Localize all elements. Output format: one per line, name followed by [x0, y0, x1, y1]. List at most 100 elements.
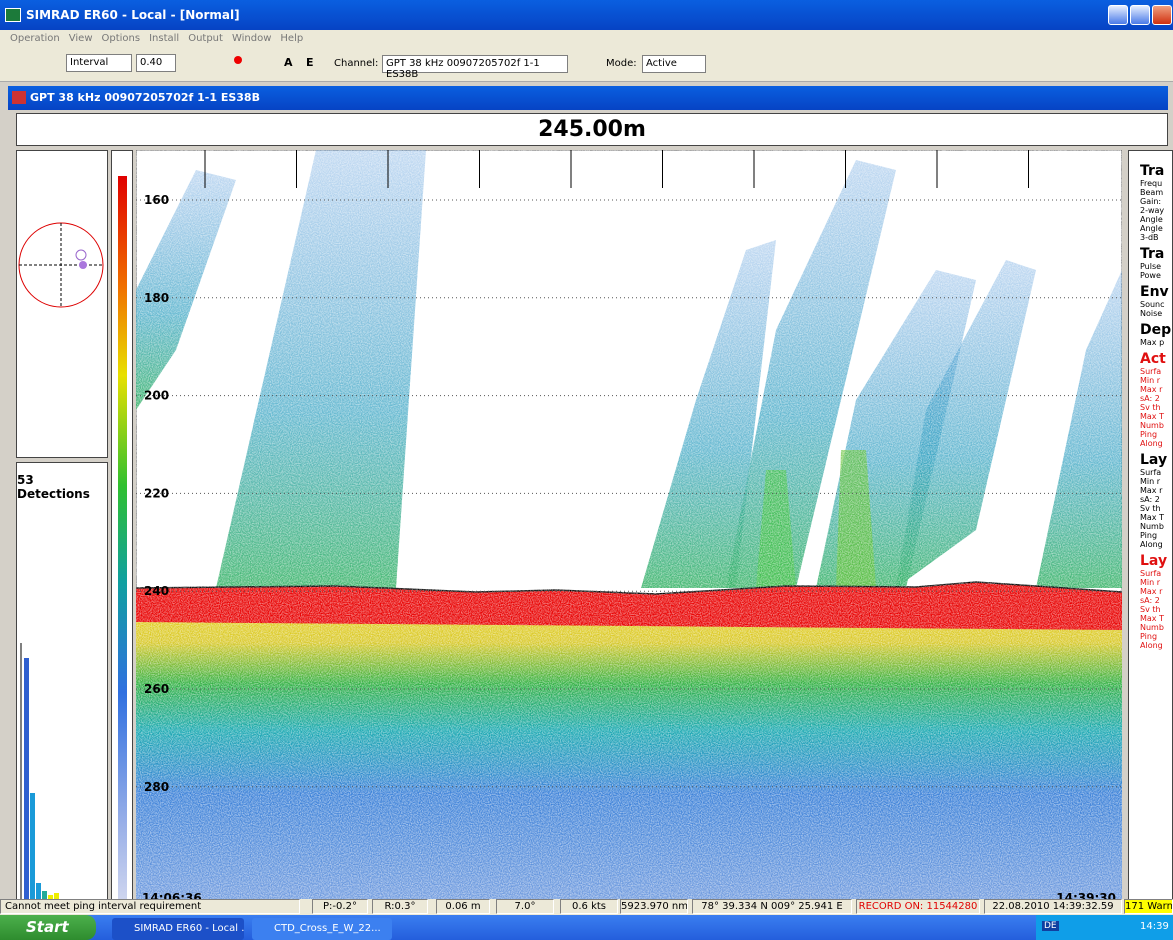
close-button[interactable] — [1152, 5, 1172, 25]
color-bar — [118, 176, 127, 914]
mode-label: Mode: — [606, 58, 637, 69]
status-field: RECORD ON: 11544280 — [856, 899, 980, 914]
info-line: sA: 2 — [1140, 596, 1172, 605]
app-icon — [5, 8, 21, 22]
status-field: Cannot meet ping interval requirement — [0, 899, 300, 914]
detections-panel: 53 Detections — [16, 462, 108, 916]
info-line: Numb — [1140, 522, 1172, 531]
clock: 14:39 — [1140, 921, 1169, 932]
status-field: 22.08.2010 14:39:32.59 — [984, 899, 1122, 914]
range-header: 245.00m — [16, 113, 1168, 146]
info-line: Max T — [1140, 513, 1172, 522]
info-line: Max r — [1140, 486, 1172, 495]
language-indicator[interactable]: DE — [1042, 921, 1059, 931]
menu-item[interactable]: Install — [149, 33, 179, 44]
system-tray: DE 14:39 — [1036, 915, 1173, 940]
info-line: Ping — [1140, 430, 1172, 439]
record-icon[interactable] — [234, 56, 242, 64]
info-line: Surfa — [1140, 468, 1172, 477]
info-line: Numb — [1140, 623, 1172, 632]
taskbar: Start SIMRAD ER60 - Local ... CTD_Cross_E… — [0, 915, 1173, 940]
menu-item[interactable]: Operation — [10, 33, 60, 44]
section-heading: Lay — [1140, 452, 1172, 468]
section-heading: Lay — [1140, 553, 1172, 569]
status-bar: Cannot meet ping interval requirement P:-… — [0, 899, 1173, 915]
section-heading: Tra — [1140, 163, 1172, 179]
menu-item[interactable]: Options — [102, 33, 141, 44]
depth-label: 240 — [144, 584, 169, 598]
depth-label: 260 — [144, 682, 169, 696]
title-bar: SIMRAD ER60 - Local - [Normal] — [0, 0, 1173, 30]
status-field: 78° 39.334 N 009° 25.941 E — [692, 899, 852, 914]
channel-label: Channel: — [334, 58, 378, 69]
status-field: P:-0.2° — [312, 899, 368, 914]
window-title: SIMRAD ER60 - Local - [Normal] — [26, 8, 240, 22]
info-line: Angle — [1140, 224, 1172, 233]
depth-label: 200 — [144, 389, 169, 403]
noise — [136, 150, 1122, 918]
info-line: Ping — [1140, 531, 1172, 540]
info-line: Powe — [1140, 271, 1172, 280]
mode-select[interactable]: Active — [642, 55, 706, 73]
menu-item[interactable]: View — [69, 33, 93, 44]
section-heading: Tra — [1140, 246, 1172, 262]
channel-select[interactable]: GPT 38 kHz 00907205702f 1-1 ES38B — [382, 55, 568, 73]
info-line: Min r — [1140, 477, 1172, 486]
color-scale — [111, 150, 133, 918]
info-line: Min r — [1140, 578, 1172, 587]
minimize-button[interactable] — [1108, 5, 1128, 25]
status-field: 7.0° — [496, 899, 554, 914]
detections-histogram — [17, 643, 107, 915]
info-line: Surfa — [1140, 367, 1172, 376]
status-field: 0.6 kts — [560, 899, 618, 914]
button-a[interactable]: A — [284, 56, 293, 69]
maximize-button[interactable] — [1130, 5, 1150, 25]
info-line: Max r — [1140, 385, 1172, 394]
start-button[interactable]: Start — [0, 915, 96, 940]
info-line: 2-way — [1140, 206, 1172, 215]
status-field: 171 Warnings — [1124, 899, 1173, 914]
info-line: Min r — [1140, 376, 1172, 385]
info-line: sA: 2 — [1140, 394, 1172, 403]
info-line: Max r — [1140, 587, 1172, 596]
child-icon — [12, 91, 26, 104]
menu-item[interactable]: Output — [188, 33, 223, 44]
info-line: Gain: — [1140, 197, 1172, 206]
section-heading: Act — [1140, 351, 1172, 367]
info-line: Sounc — [1140, 300, 1172, 309]
info-line: Max T — [1140, 412, 1172, 421]
button-e[interactable]: E — [306, 56, 314, 69]
info-line: Frequ — [1140, 179, 1172, 188]
info-line: Pulse — [1140, 262, 1172, 271]
depth-label: 280 — [144, 780, 169, 794]
info-line: Noise — [1140, 309, 1172, 318]
task-button[interactable]: SIMRAD ER60 - Local ... — [112, 918, 244, 940]
menu-item[interactable]: Window — [232, 33, 271, 44]
info-line: Beam — [1140, 188, 1172, 197]
depth-label: 160 — [144, 193, 169, 207]
interval-input[interactable]: 0.40 — [136, 54, 176, 72]
menu-bar: Operation View Options Install Output Window H… — [0, 30, 1173, 48]
depth-label: 220 — [144, 486, 169, 500]
info-line: Along — [1140, 540, 1172, 549]
task-button[interactable]: CTD_Cross_E_W_22... — [252, 918, 392, 940]
info-line: Ping — [1140, 632, 1172, 641]
info-line: Max p — [1140, 338, 1172, 347]
section-heading: Dep — [1140, 322, 1172, 338]
screen: SIMRAD ER60 - Local - [Normal] Operation… — [0, 0, 1173, 940]
target — [76, 250, 86, 260]
section-heading: Env — [1140, 284, 1172, 300]
info-line: 3-dB — [1140, 233, 1172, 242]
menu-item[interactable]: Help — [280, 33, 303, 44]
info-line: Along — [1140, 439, 1172, 448]
info-line: Sv th — [1140, 403, 1172, 412]
child-window-title: GPT 38 kHz 00907205702f 1-1 ES38B — [30, 91, 260, 104]
status-field: R:0.3° — [372, 899, 428, 914]
beam-plot — [17, 151, 107, 457]
status-field: 5923.970 nmi — [620, 899, 688, 914]
depth-label: 180 — [144, 291, 169, 305]
ping-mode-select[interactable]: Interval — [66, 54, 132, 72]
info-line: Numb — [1140, 421, 1172, 430]
